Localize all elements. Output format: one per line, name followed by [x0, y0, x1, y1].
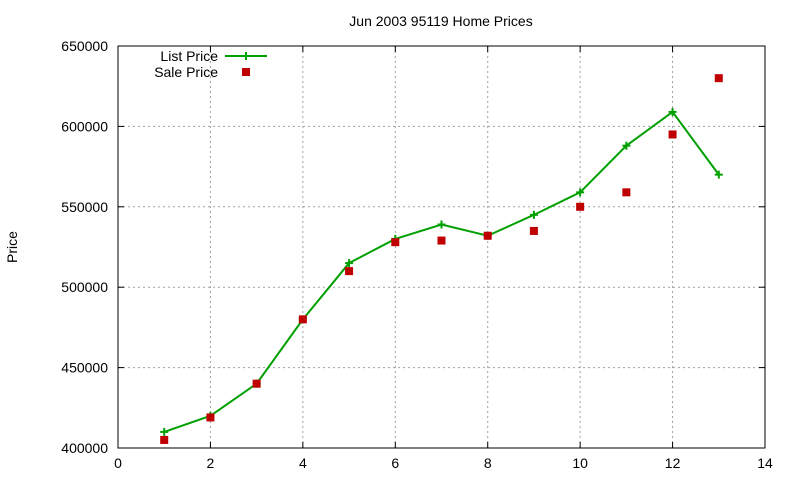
- x-tick-label: 10: [572, 455, 588, 471]
- list-price-line: [163, 110, 720, 433]
- legend-label: Sale Price: [154, 64, 218, 80]
- y-tick-label: 450000: [61, 360, 108, 376]
- list-price-point: [160, 427, 169, 436]
- x-tick-label: 0: [114, 455, 122, 471]
- sale-price-point: [483, 231, 492, 240]
- sale-price-point: [437, 236, 446, 245]
- x-tick-label: 12: [665, 455, 681, 471]
- list-price-point: [668, 107, 677, 116]
- sale-price-point: [391, 238, 400, 247]
- sale-price-point: [160, 435, 169, 444]
- sale-price-point: [298, 315, 307, 324]
- list-price-point: [529, 210, 538, 219]
- list-price-point: [437, 220, 446, 229]
- chart-title: Jun 2003 95119 Home Prices: [349, 13, 532, 29]
- x-tick-label: 4: [299, 455, 307, 471]
- list-price-point: [576, 188, 585, 197]
- x-tick-label: 8: [484, 455, 492, 471]
- y-tick-label: 600000: [61, 118, 108, 134]
- sale-price-point: [576, 202, 585, 211]
- grid: [118, 46, 765, 448]
- legend-swatch-point: [242, 68, 250, 76]
- sale-price-point: [529, 226, 538, 235]
- x-tick-label: 6: [391, 455, 399, 471]
- legend-swatch-point: [242, 52, 250, 60]
- x-tick-label: 2: [207, 455, 215, 471]
- sale-price-point: [622, 188, 631, 197]
- y-tick-label: 650000: [61, 38, 108, 54]
- sale-price-point: [345, 267, 354, 276]
- series: [160, 74, 723, 444]
- axes: 0 2 4 6 8 10 12 14 400000 450000 500000 550000 60000…: [61, 38, 773, 471]
- list-price-point: [714, 170, 723, 179]
- x-tick-label: 14: [757, 455, 773, 471]
- sale-price-point: [668, 130, 677, 139]
- y-tick-label: 400000: [61, 440, 108, 456]
- list-price-point: [622, 141, 631, 150]
- sale-price-point: [714, 74, 723, 83]
- sale-price-point: [252, 379, 261, 388]
- legend-label: List Price: [160, 48, 218, 64]
- y-tick-label: 550000: [61, 199, 108, 215]
- list-price-point: [345, 259, 354, 268]
- y-tick-label: 500000: [61, 279, 108, 295]
- plot-frame: [117, 45, 766, 449]
- sale-price-point: [206, 413, 215, 422]
- y-axis-label: Price: [4, 231, 20, 263]
